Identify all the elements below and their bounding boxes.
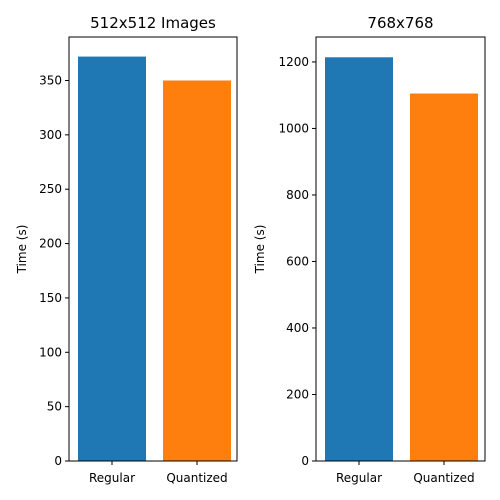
- y-tick-label: 600: [286, 254, 309, 268]
- y-tick-label: 200: [286, 387, 309, 401]
- x-tick-label: Quantized: [166, 471, 227, 485]
- bar-quantized: [410, 93, 478, 462]
- bars: [78, 56, 231, 462]
- chart-title: 512x512 Images: [90, 14, 216, 32]
- bar-quantized: [163, 80, 231, 461]
- y-tick-label: 350: [39, 73, 62, 87]
- y-ticks: 0 50 100 150 200 250 300 350: [39, 73, 69, 468]
- x-ticks: Regular Quantized: [336, 461, 475, 485]
- y-tick-label: 50: [47, 400, 62, 414]
- y-tick-label: 200: [39, 237, 62, 251]
- bar-regular: [325, 57, 393, 461]
- chart-title: 768x768: [367, 14, 433, 32]
- chart-768: 768x768 Time (s) 0 200 400 600 800 1000 1200 R…: [253, 14, 486, 485]
- y-ticks: 0 200 400 600 800 1000 1200: [278, 55, 316, 468]
- y-axis-label: Time (s): [253, 225, 267, 275]
- x-ticks: Regular Quantized: [89, 461, 228, 485]
- chart-512: 512x512 Images Time (s) 0 50 100 150 200 250 3…: [15, 14, 238, 485]
- y-tick-label: 0: [301, 454, 309, 468]
- y-tick-label: 1200: [278, 55, 309, 69]
- y-tick-label: 0: [54, 454, 62, 468]
- y-tick-label: 400: [286, 321, 309, 335]
- x-tick-label: Regular: [89, 471, 135, 485]
- bar-regular: [78, 56, 146, 462]
- bars: [325, 57, 478, 462]
- y-axis-label: Time (s): [15, 225, 29, 275]
- y-tick-label: 100: [39, 345, 62, 359]
- plot-frame: [68, 36, 238, 462]
- y-tick-label: 150: [39, 291, 62, 305]
- y-tick-label: 250: [39, 182, 62, 196]
- y-tick-label: 1000: [278, 121, 309, 135]
- y-tick-label: 800: [286, 188, 309, 202]
- x-tick-label: Regular: [336, 471, 382, 485]
- y-tick-label: 300: [39, 128, 62, 142]
- plot-frame: [315, 36, 486, 462]
- x-tick-label: Quantized: [413, 471, 474, 485]
